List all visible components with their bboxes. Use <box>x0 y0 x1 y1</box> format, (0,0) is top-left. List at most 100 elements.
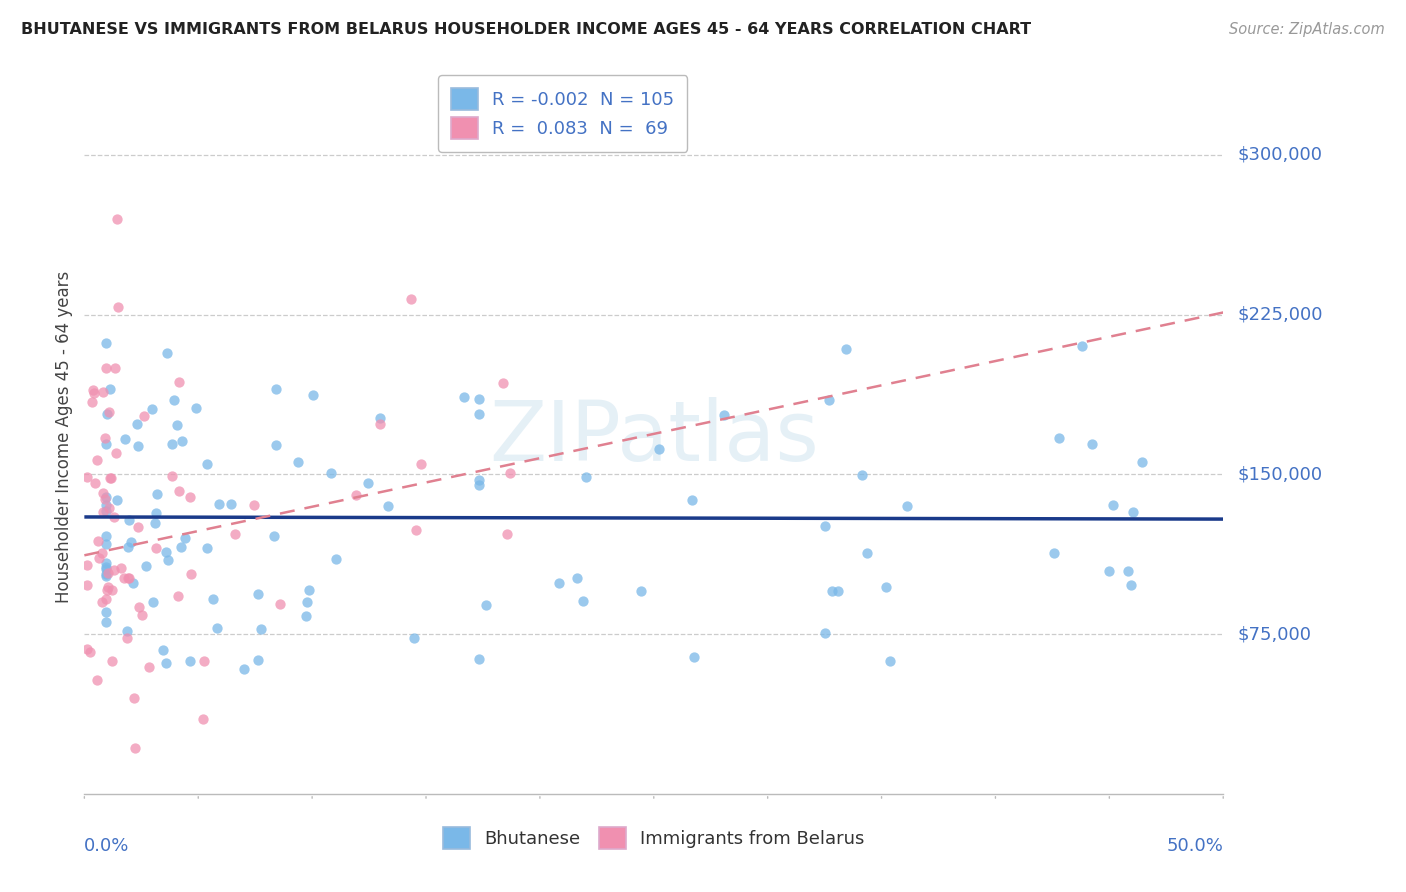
Text: $75,000: $75,000 <box>1237 625 1312 643</box>
Point <box>851 467 873 482</box>
Point <box>96 605 118 619</box>
Point <box>98 471 121 485</box>
Point <box>90 595 112 609</box>
Point <box>269 597 291 611</box>
Point <box>96 335 118 350</box>
Point <box>96 567 118 582</box>
Point <box>246 653 269 667</box>
Point <box>208 497 231 511</box>
Point <box>817 393 839 408</box>
Point <box>89 551 111 566</box>
Point <box>96 529 118 543</box>
Point <box>103 510 125 524</box>
Point <box>96 561 118 575</box>
Point <box>91 504 114 518</box>
Point <box>202 591 225 606</box>
Point <box>287 455 309 469</box>
Point <box>821 583 844 598</box>
Point <box>572 594 595 608</box>
Point <box>170 434 193 448</box>
Point <box>368 410 391 425</box>
Point <box>499 466 522 480</box>
Point <box>409 457 432 471</box>
Point <box>97 580 120 594</box>
Point <box>100 583 122 598</box>
Point <box>575 470 598 484</box>
Point <box>495 527 517 541</box>
Point <box>224 526 246 541</box>
Point <box>96 560 118 574</box>
Y-axis label: Householder Income Ages 45 - 64 years: Householder Income Ages 45 - 64 years <box>55 271 73 603</box>
Point <box>814 625 837 640</box>
Point <box>152 643 174 657</box>
Point <box>325 552 347 566</box>
Point <box>107 301 129 315</box>
Point <box>191 713 214 727</box>
Point <box>115 624 138 638</box>
Point <box>76 469 98 483</box>
Point <box>96 437 118 451</box>
Point <box>250 622 273 636</box>
Point <box>125 417 148 431</box>
Point <box>648 442 671 457</box>
Point <box>100 654 122 668</box>
Point <box>295 608 318 623</box>
Point <box>467 651 489 665</box>
Point <box>219 497 242 511</box>
Point <box>160 437 183 451</box>
Point <box>295 595 318 609</box>
Point <box>141 402 163 417</box>
Point <box>145 541 167 555</box>
Point <box>453 390 475 404</box>
Point <box>122 575 145 590</box>
Point <box>1122 505 1144 519</box>
Point <box>162 469 184 483</box>
Point <box>467 392 489 406</box>
Point <box>173 531 195 545</box>
Text: ZIPatlas: ZIPatlas <box>489 397 818 477</box>
Point <box>195 541 218 556</box>
Point <box>344 488 367 502</box>
Text: $150,000: $150,000 <box>1237 466 1322 483</box>
Point <box>96 592 118 607</box>
Point <box>76 642 98 657</box>
Point <box>91 384 114 399</box>
Point <box>630 583 652 598</box>
Point <box>115 632 138 646</box>
Point <box>1081 436 1104 450</box>
Point <box>547 575 569 590</box>
Point <box>184 401 207 416</box>
Point <box>492 376 515 390</box>
Point <box>104 360 127 375</box>
Point <box>135 558 157 573</box>
Point <box>76 578 98 592</box>
Point <box>127 439 149 453</box>
Point <box>146 487 169 501</box>
Point <box>128 599 150 614</box>
Point <box>96 498 118 512</box>
Text: BHUTANESE VS IMMIGRANTS FROM BELARUS HOUSEHOLDER INCOME AGES 45 - 64 YEARS CORRE: BHUTANESE VS IMMIGRANTS FROM BELARUS HOU… <box>21 22 1031 37</box>
Point <box>467 407 489 421</box>
Point <box>879 654 901 668</box>
Text: $300,000: $300,000 <box>1237 145 1322 164</box>
Point <box>1119 578 1142 592</box>
Point <box>896 499 918 513</box>
Point <box>96 615 118 629</box>
Point <box>467 473 489 487</box>
Point <box>827 584 849 599</box>
Point <box>118 571 141 585</box>
Point <box>94 360 117 375</box>
Point <box>157 553 180 567</box>
Point <box>193 654 215 668</box>
Point <box>96 569 118 583</box>
Point <box>76 558 98 572</box>
Point <box>86 453 108 467</box>
Point <box>207 621 229 635</box>
Point <box>86 673 108 687</box>
Point <box>103 563 125 577</box>
Point <box>96 503 118 517</box>
Point <box>124 691 146 706</box>
Point <box>167 375 190 389</box>
Point <box>124 740 146 755</box>
Point <box>87 533 110 548</box>
